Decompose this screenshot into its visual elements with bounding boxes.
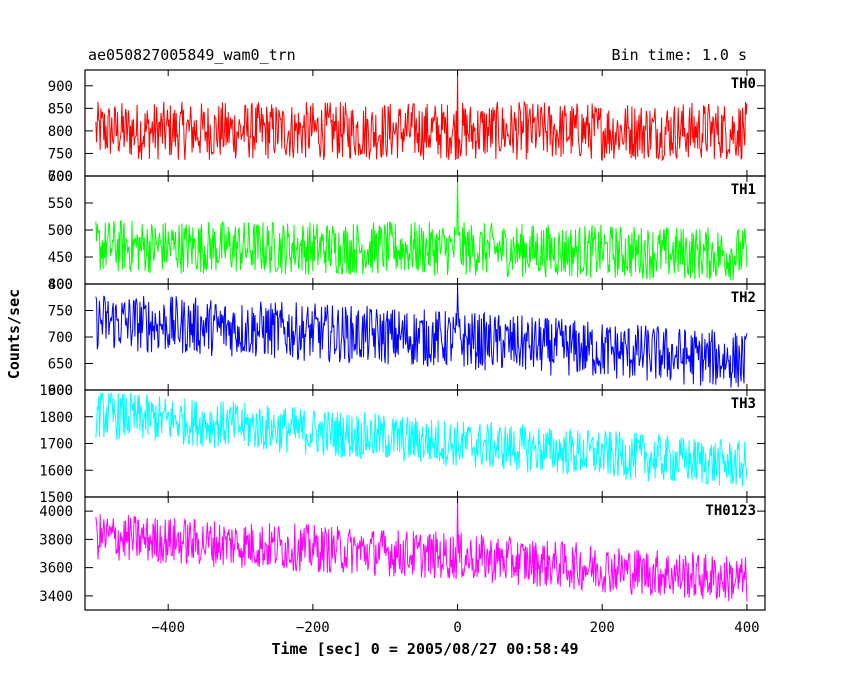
y-tick-label: 3400 — [39, 589, 73, 605]
panel-th2: 600 650 700 750 800 TH2 — [48, 277, 766, 399]
band-label-th1: TH1 — [731, 182, 756, 198]
y-tick-label: 1800 — [39, 410, 73, 426]
band-label-th2: TH2 — [731, 290, 756, 306]
panel-th1: 400 450 500 550 600 TH1 — [48, 169, 766, 293]
x-tick-label: 400 — [734, 620, 759, 636]
y-tick-label: 4000 — [39, 504, 73, 520]
band-label-th0123: TH0123 — [705, 503, 756, 519]
y-tick-label: 700 — [48, 169, 73, 185]
y-tick-label: 750 — [48, 146, 73, 162]
x-tick-label: −400 — [151, 620, 185, 636]
y-tick-label: 850 — [48, 101, 73, 117]
panel-th0123: 3400 3600 3800 4000 TH0123 — [39, 496, 766, 611]
x-tick-label: 200 — [590, 620, 615, 636]
y-tick-label: 1700 — [39, 437, 73, 453]
figure-title: ae050827005849_wam0_trn — [88, 46, 296, 64]
series-line-th0123 — [95, 497, 748, 602]
x-tick-label: −200 — [296, 620, 330, 636]
panel-frame — [84, 496, 766, 611]
band-label-th3: TH3 — [731, 396, 756, 412]
y-tick-label: 750 — [48, 304, 73, 320]
y-axis-title: Counts/sec — [5, 289, 23, 379]
y-tick-label: 1600 — [39, 463, 73, 479]
series-line-th2 — [95, 286, 748, 388]
y-tick-label: 900 — [48, 79, 73, 95]
y-tick-label: 3600 — [39, 561, 73, 577]
y-tick-label: 450 — [48, 250, 73, 266]
x-axis-title: Time [sec] 0 = 2005/08/27 00:58:49 — [271, 640, 578, 658]
y-tick-label: 400 — [48, 277, 73, 293]
x-tick-labels: −400 −200 0 200 400 — [151, 620, 759, 636]
x-tick-label: 0 — [453, 620, 461, 636]
y-tick-label: 1900 — [39, 383, 73, 399]
panel-th0: 700 750 800 850 900 TH0 — [48, 69, 766, 185]
y-tick-label: 3800 — [39, 532, 73, 548]
y-tick-label: 500 — [48, 223, 73, 239]
y-tick-label: 600 — [48, 383, 73, 399]
series-line-th3 — [95, 392, 748, 487]
y-tick-label: 600 — [48, 169, 73, 185]
panel-th3: 1500 1600 1700 1800 1900 TH3 — [39, 383, 766, 506]
y-tick-label: 800 — [48, 124, 73, 140]
bin-time-label: Bin time: 1.0 s — [612, 46, 747, 64]
series-line-th0 — [95, 70, 748, 162]
series-line-th1 — [95, 176, 748, 281]
y-tick-label: 650 — [48, 357, 73, 373]
y-tick-label: 800 — [48, 277, 73, 293]
band-label-th0: TH0 — [731, 76, 756, 92]
y-tick-label: 1500 — [39, 490, 73, 506]
y-tick-label: 700 — [48, 330, 73, 346]
y-tick-label: 550 — [48, 196, 73, 212]
